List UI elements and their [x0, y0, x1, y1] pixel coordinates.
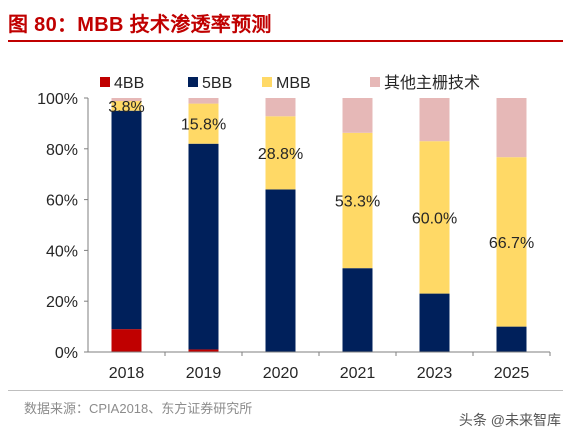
bar-segment-4BB-2018: [111, 329, 142, 352]
bar-segment-5BB-2025: [496, 326, 527, 352]
data-label-mbb: 3.8%: [108, 99, 144, 116]
legend-label-MBB: MBB: [276, 75, 311, 92]
bar-segment-其他主栅技术-2018: [111, 98, 142, 102]
figure-title: 图 80：MBB 技术渗透率预测: [8, 14, 272, 36]
y-tick-label: 0%: [55, 345, 78, 362]
y-tick-label: 100%: [37, 91, 78, 108]
x-tick-label: 2025: [494, 365, 530, 382]
legend-swatch-其他主栅技术: [370, 77, 380, 87]
legend-swatch-5BB: [188, 77, 198, 87]
x-tick-label: 2018: [109, 365, 145, 382]
bar-segment-5BB-2021: [342, 268, 373, 352]
bar-segment-MBB-2018: [111, 101, 142, 111]
title-rule: [8, 40, 563, 42]
legend-label-其他主栅技术: 其他主栅技术: [384, 74, 480, 92]
watermark: 头条 @未来智库: [458, 412, 561, 428]
y-tick-label: 20%: [46, 294, 78, 311]
bar-segment-其他主栅技术-2021: [342, 98, 373, 133]
y-tick-label: 80%: [46, 142, 78, 159]
data-label-mbb: 15.8%: [181, 117, 226, 134]
data-label-mbb: 53.3%: [335, 193, 380, 210]
bar-segment-MBB-2021: [342, 132, 373, 269]
chart-legend: 4BB 5BB MBB 其他主栅技术: [100, 74, 480, 92]
bar-segment-5BB-2019: [188, 143, 219, 350]
x-tick-label: 2023: [417, 365, 453, 382]
bar-segment-其他主栅技术-2025: [496, 98, 527, 158]
bar-segment-MBB-2019: [188, 103, 219, 144]
bar-segment-其他主栅技术-2023: [419, 98, 450, 142]
y-axis: 0% 20% 40% 60% 80% 100%: [37, 91, 89, 362]
bar-segment-其他主栅技术-2019: [188, 98, 219, 104]
bar-segment-MBB-2023: [419, 141, 450, 294]
data-label-mbb: 28.8%: [258, 146, 303, 163]
bar-segment-MBB-2025: [496, 157, 527, 327]
bar-segment-5BB-2020: [265, 189, 296, 352]
footer-rule: [8, 390, 563, 391]
x-axis: 2018 2019 2020 2021 2023 2025: [88, 351, 551, 382]
legend-label-5BB: 5BB: [202, 75, 232, 92]
data-labels: 3.8% 15.8% 28.8% 53.3% 60.0% 66.7%: [108, 99, 534, 252]
bar-segment-其他主栅技术-2020: [265, 98, 296, 117]
source-note: 数据来源：CPIA2018、东方证券研究所: [24, 401, 253, 416]
y-tick-label: 60%: [46, 193, 78, 210]
legend-swatch-4BB: [100, 77, 110, 87]
bar-segment-4BB-2019: [188, 349, 219, 352]
data-label-mbb: 60.0%: [412, 210, 457, 227]
x-tick-label: 2021: [340, 365, 376, 382]
bar-segment-5BB-2018: [111, 110, 142, 330]
stacked-bar-chart: 4BB 5BB MBB 其他主栅技术 0%20%40%60%80%100% 2018 2…: [37, 74, 551, 382]
bar-segment-MBB-2020: [265, 116, 296, 190]
bar-group: [111, 98, 527, 352]
legend-swatch-MBB: [262, 77, 272, 87]
x-tick-label: 2019: [186, 365, 222, 382]
data-label-mbb: 66.7%: [489, 235, 534, 252]
x-tick-label: 2020: [263, 365, 299, 382]
y-tick-label: 40%: [46, 243, 78, 260]
bar-segment-5BB-2023: [419, 293, 450, 352]
legend-label-4BB: 4BB: [114, 75, 144, 92]
